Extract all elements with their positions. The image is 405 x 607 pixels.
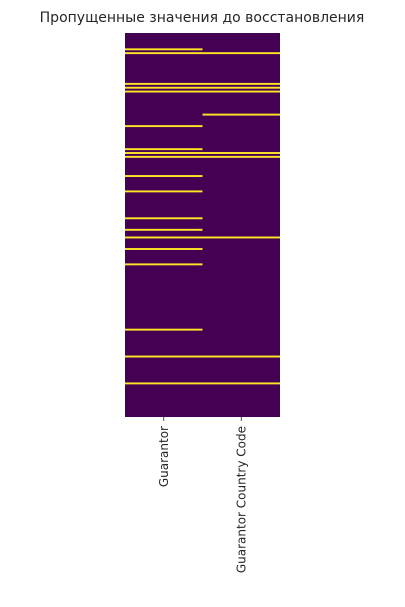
missing-cell (125, 90, 203, 93)
missing-cell (202, 86, 280, 89)
x-tick-labels: Guarantor Guarantor Country Code (157, 417, 248, 573)
missing-cell (125, 148, 203, 151)
missing-cell (202, 82, 280, 85)
missing-cell (202, 236, 280, 239)
missing-cell (202, 152, 280, 154)
x-tick-label: Guarantor (157, 426, 171, 487)
missing-cell (125, 48, 203, 51)
heatmap-cells (125, 33, 280, 417)
missing-cell (125, 86, 203, 89)
missing-cell (125, 328, 203, 331)
missing-cell (125, 248, 203, 250)
missing-cell (202, 155, 280, 158)
missing-cell (202, 90, 280, 93)
missing-cell (125, 355, 203, 358)
missing-cell (125, 263, 203, 266)
missing-cell (125, 152, 203, 154)
heatmap-column-1 (202, 33, 280, 417)
missing-cell (125, 382, 203, 385)
missing-cell (202, 113, 280, 116)
missing-cell (125, 190, 203, 193)
missing-cell (125, 175, 203, 177)
missing-cell (202, 382, 280, 385)
missing-cell (125, 155, 203, 158)
missing-cell (125, 217, 203, 220)
missing-cell (125, 236, 203, 239)
missing-cell (125, 82, 203, 85)
missing-cell (125, 125, 203, 128)
missing-cell (202, 52, 280, 55)
heatmap-column-0 (125, 33, 203, 417)
chart-title: Пропущенные значения до восстановления (40, 10, 365, 26)
missing-cell (202, 355, 280, 358)
missing-cell (125, 228, 203, 231)
missing-cell (125, 52, 203, 55)
x-tick-label: Guarantor Country Code (234, 426, 248, 573)
